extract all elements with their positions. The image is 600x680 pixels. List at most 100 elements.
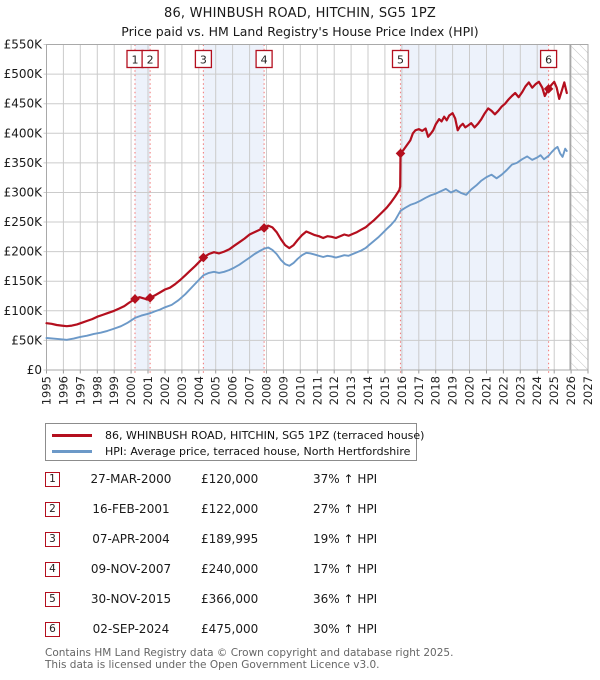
x-axis-label-2026: 2026: [564, 376, 578, 405]
transaction-price: £475,000: [201, 622, 259, 636]
x-axis-label-2016: 2016: [395, 376, 409, 405]
x-axis-label-2024: 2024: [530, 376, 544, 405]
sale-marker-box-5: [391, 49, 410, 69]
y-axis-label-250: £250K: [4, 215, 44, 229]
transaction-number-badge: 4: [45, 561, 60, 577]
x-axis-label-2022: 2022: [496, 376, 510, 405]
page-subtitle: Price paid vs. HM Land Registry's House …: [121, 24, 479, 39]
y-axis-label-550: £550K: [4, 38, 44, 52]
sale-point-marker-6: [543, 84, 554, 94]
y-axis-label-50: £50K: [11, 333, 43, 347]
y-axis-label-100: £100K: [4, 304, 44, 318]
sale-point-marker-2: [145, 292, 155, 303]
y-axis-label-450: £450K: [4, 97, 44, 111]
sale-point-marker-4: [259, 223, 269, 233]
chart-legend: 86, WHINBUSH ROAD, HITCHIN, SG5 1PZ (ter…: [45, 423, 424, 461]
x-axis-label-2008: 2008: [260, 376, 274, 405]
sale-marker-number-1: 1: [132, 54, 139, 67]
transaction-hpi-change: 17% ↑ HPI: [313, 562, 378, 576]
transaction-price: £366,000: [201, 592, 259, 606]
y-axis-label-200: £200K: [4, 245, 44, 259]
sale-marker-number-2: 2: [147, 54, 154, 67]
sale-marker-box-2: [141, 49, 159, 69]
transaction-date: 07-APR-2004: [92, 532, 170, 546]
sale-marker-number-5: 5: [397, 54, 404, 67]
x-axis-label-2015: 2015: [378, 376, 392, 405]
page-title: 86, WHINBUSH ROAD, HITCHIN, SG5 1PZ: [163, 6, 436, 21]
x-axis-label-2011: 2011: [310, 376, 324, 405]
transaction-row: 3 07-APR-2004 £189,995 19% ↑ HPI: [45, 524, 570, 554]
x-axis-label-2025: 2025: [547, 376, 561, 405]
x-axis-label-2017: 2017: [412, 376, 426, 405]
transaction-number-badge: 1: [45, 471, 60, 487]
x-axis-label-2010: 2010: [293, 376, 307, 405]
sale-marker-number-6: 6: [545, 54, 552, 67]
transaction-price: £120,000: [201, 472, 259, 486]
sale-marker-number-4: 4: [261, 54, 268, 67]
x-axis-label-2012: 2012: [327, 376, 341, 405]
x-axis-label-2023: 2023: [513, 376, 527, 405]
ownership-band: [400, 44, 549, 370]
red-line-swatch: [52, 433, 92, 437]
transaction-hpi-change: 30% ↑ HPI: [313, 622, 378, 636]
x-axis-label-2000: 2000: [124, 376, 138, 405]
x-axis-label-1998: 1998: [90, 376, 104, 405]
transaction-hpi-change: 27% ↑ HPI: [313, 502, 378, 516]
transaction-number-cell: 5: [45, 591, 61, 607]
x-axis-label-2001: 2001: [141, 376, 155, 405]
x-axis-label-2020: 2020: [463, 376, 477, 405]
transaction-date: 27-MAR-2000: [90, 472, 172, 486]
plot-border: [46, 44, 589, 371]
y-axis-label-350: £350K: [4, 156, 44, 170]
y-axis-label-150: £150K: [4, 274, 44, 288]
transaction-number-cell: 4: [45, 561, 61, 577]
x-axis-label-1996: 1996: [56, 376, 70, 405]
x-axis-label-2005: 2005: [209, 376, 223, 405]
x-axis-label-2021: 2021: [480, 376, 494, 405]
x-axis-label-1999: 1999: [107, 376, 121, 405]
y-axis-label-500: £500K: [4, 67, 44, 81]
transaction-number-badge: 2: [45, 501, 60, 517]
ownership-band: [203, 44, 265, 370]
footer-line-1: Contains HM Land Registry data © Crown c…: [45, 647, 454, 659]
legend-label-property: 86, WHINBUSH ROAD, HITCHIN, SG5 1PZ (ter…: [105, 428, 425, 442]
x-axis-label-2002: 2002: [158, 376, 172, 405]
x-axis-label-2004: 2004: [192, 376, 206, 405]
transaction-number-badge: 3: [45, 531, 60, 547]
x-axis-label-2019: 2019: [446, 376, 460, 405]
transaction-number-badge: 5: [45, 591, 60, 607]
transaction-date: 02-SEP-2024: [92, 622, 170, 636]
transaction-price: £122,000: [201, 502, 259, 516]
x-axis-label-2007: 2007: [243, 376, 257, 405]
sale-point-marker-1: [130, 294, 140, 304]
transaction-number-cell: 1: [45, 471, 61, 487]
y-axis-label-400: £400K: [4, 126, 44, 140]
transactions-table: 1 27-MAR-2000 £120,000 37% ↑ HPI 2 16-FEB-200…: [45, 464, 570, 644]
transaction-row: 1 27-MAR-2000 £120,000 37% ↑ HPI: [45, 464, 570, 494]
transaction-price: £240,000: [201, 562, 259, 576]
x-axis-label-2003: 2003: [175, 376, 189, 405]
x-axis-label-1997: 1997: [73, 376, 87, 405]
transaction-hpi-change: 37% ↑ HPI: [313, 472, 378, 486]
transaction-date: 09-NOV-2007: [90, 562, 172, 576]
transaction-row: 6 02-SEP-2024 £475,000 30% ↑ HPI: [45, 614, 570, 644]
x-axis-label-2009: 2009: [276, 376, 290, 405]
transaction-number-cell: 6: [45, 621, 61, 637]
x-axis-label-2018: 2018: [429, 376, 443, 405]
sale-marker-box-4: [255, 49, 273, 69]
transaction-number-cell: 3: [45, 531, 61, 547]
x-axis-label-1995: 1995: [40, 376, 54, 405]
transaction-hpi-change: 19% ↑ HPI: [313, 532, 378, 546]
sale-marker-number-3: 3: [200, 54, 207, 67]
legend-label-hpi: HPI: Average price, terraced house, Nort…: [105, 444, 411, 458]
blue-line-swatch: [52, 449, 92, 453]
y-axis-label-300: £300K: [4, 186, 44, 200]
transaction-price: £189,995: [201, 532, 259, 546]
x-axis-label-2013: 2013: [344, 376, 358, 405]
transaction-row: 5 30-NOV-2015 £366,000 36% ↑ HPI: [45, 584, 570, 614]
transaction-row: 2 16-FEB-2001 £122,000 27% ↑ HPI: [45, 494, 570, 524]
price-history-chart: 1 2 3 4 5 6 £0 £50K £100K £150K £200K £250K £300K £35…: [4, 38, 595, 406]
sale-point-marker-3: [198, 252, 209, 263]
transaction-number-badge: 6: [45, 621, 60, 637]
